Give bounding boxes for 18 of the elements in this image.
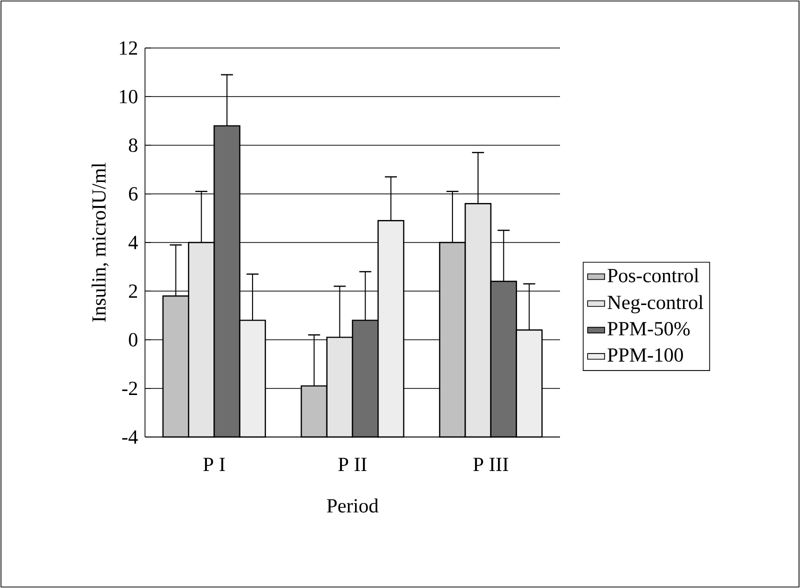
y-tick-label: 6 xyxy=(128,187,138,201)
legend-label: PPM-100 xyxy=(608,348,683,362)
legend-label: Pos-control xyxy=(608,268,699,282)
x-axis-title: Period xyxy=(326,498,378,513)
y-tick-label: 8 xyxy=(128,138,138,152)
y-tick-label: 0 xyxy=(128,333,138,347)
legend-label: Neg-control xyxy=(608,295,704,314)
y-tick-label: 4 xyxy=(128,236,138,250)
y-tick-label: -2 xyxy=(122,382,138,395)
x-tick-label: P III xyxy=(473,458,508,471)
x-tick-label: P II xyxy=(338,458,367,471)
y-tick-label: -4 xyxy=(122,430,138,444)
legend-label: PPM-50% xyxy=(608,322,690,336)
y-tick-label: 10 xyxy=(120,90,138,104)
x-tick-label: P I xyxy=(203,458,225,471)
y-tick-label: 12 xyxy=(120,41,138,55)
y-axis-title: Insulin, microIU/ml xyxy=(92,162,109,322)
y-tick-label: 2 xyxy=(129,284,138,298)
